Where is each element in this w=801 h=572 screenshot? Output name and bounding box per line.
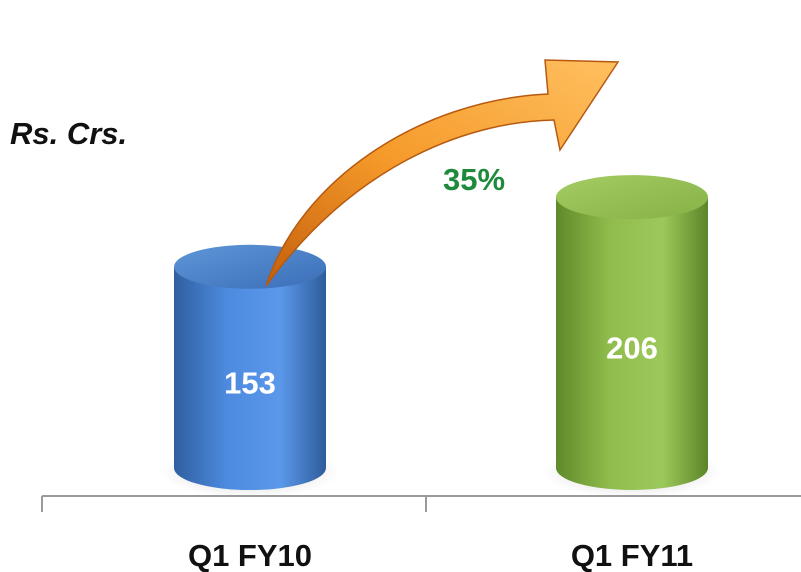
bar-body	[174, 266, 326, 490]
data-label: 153	[224, 365, 276, 400]
category-label: Q1 FY11	[571, 538, 693, 572]
data-label: 206	[606, 331, 658, 366]
bar-top	[556, 175, 708, 220]
bar-body	[556, 197, 708, 490]
bar-2	[556, 175, 708, 490]
growth-arrow	[265, 59, 620, 287]
bar-top	[174, 244, 326, 289]
category-label: Q1 FY10	[188, 538, 312, 572]
growth-label: 35%	[443, 162, 505, 197]
unit-label: Rs. Crs.	[10, 116, 128, 151]
